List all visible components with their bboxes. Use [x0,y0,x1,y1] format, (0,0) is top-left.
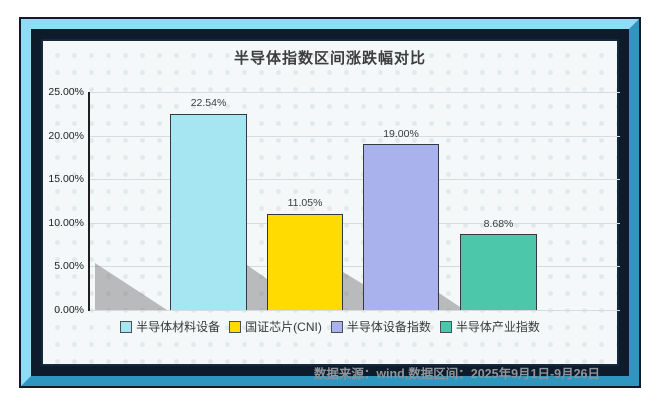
frame-bevel: 半导体指数区间涨跌幅对比 25.00% 20.00% 15.00% 10.00%… [21,19,639,386]
y-tick-0: 0.00% [54,304,84,316]
legend-label: 国证芯片(CNI) [245,320,322,334]
data-source-note: 数据来源：wind,数据区间：2025年9月1日-9月26日 [313,367,600,381]
y-tick-20: 20.00% [48,129,84,142]
legend-swatch-yellow [229,320,242,333]
legend-label: 半导体设备指数 [346,320,431,334]
legend: 半导体材料设备 国证芯片(CNI) 半导体设备指数 半导体产业指数 [43,318,617,335]
gridline-0-baseline [90,310,620,311]
gridline-25 [90,92,620,93]
legend-swatch-teal [439,320,452,333]
bar-semiconductor-equipment-index [363,144,439,310]
gridline-10 [90,222,620,224]
bar-cni-chip [267,213,343,310]
legend-item-cni-chip: 国证芯片(CNI) [229,318,322,335]
bar-semiconductor-industry-index [460,234,537,310]
y-tick-10: 10.00% [48,216,84,229]
bar-semiconductor-materials-equipment [170,113,247,310]
y-tick-15: 15.00% [48,173,84,186]
y-axis-line [88,92,90,311]
bar-value-label-4: 8.68% [483,218,514,230]
chart-title: 半导体指数区间涨跌幅对比 [233,50,426,67]
gridline-5 [90,266,620,268]
y-tick-25: 25.00% [48,86,84,98]
y-tick-5: 5.00% [54,260,84,273]
legend-item-industry-index: 半导体产业指数 [439,318,540,335]
legend-item-equipment-index: 半导体设备指数 [330,318,431,335]
legend-label: 半导体产业指数 [455,320,540,334]
plot-area: 22.54% 11.05% 19.00% 8.68% [88,92,620,311]
chart-canvas: 半导体指数区间涨跌幅对比 25.00% 20.00% 15.00% 10.00%… [41,39,620,381]
bar-value-label-2: 11.05% [287,197,323,209]
bar-shadow-3 [343,272,363,310]
bar-shadow-2 [247,265,267,310]
legend-swatch-purple [330,320,343,333]
bar-value-label-3: 19.00% [383,128,419,140]
legend-label: 半导体材料设备 [136,320,221,334]
gridline-15 [90,179,620,181]
bar-value-label-1: 22.54% [190,97,227,109]
decorative-frame: 半导体指数区间涨跌幅对比 25.00% 20.00% 15.00% 10.00%… [19,17,641,388]
legend-item-materials: 半导体材料设备 [120,318,220,335]
legend-swatch-cyan [120,320,133,333]
bar-shadow-4 [439,293,460,310]
bar-shadow-1 [95,263,167,310]
gridline-20 [90,135,620,137]
